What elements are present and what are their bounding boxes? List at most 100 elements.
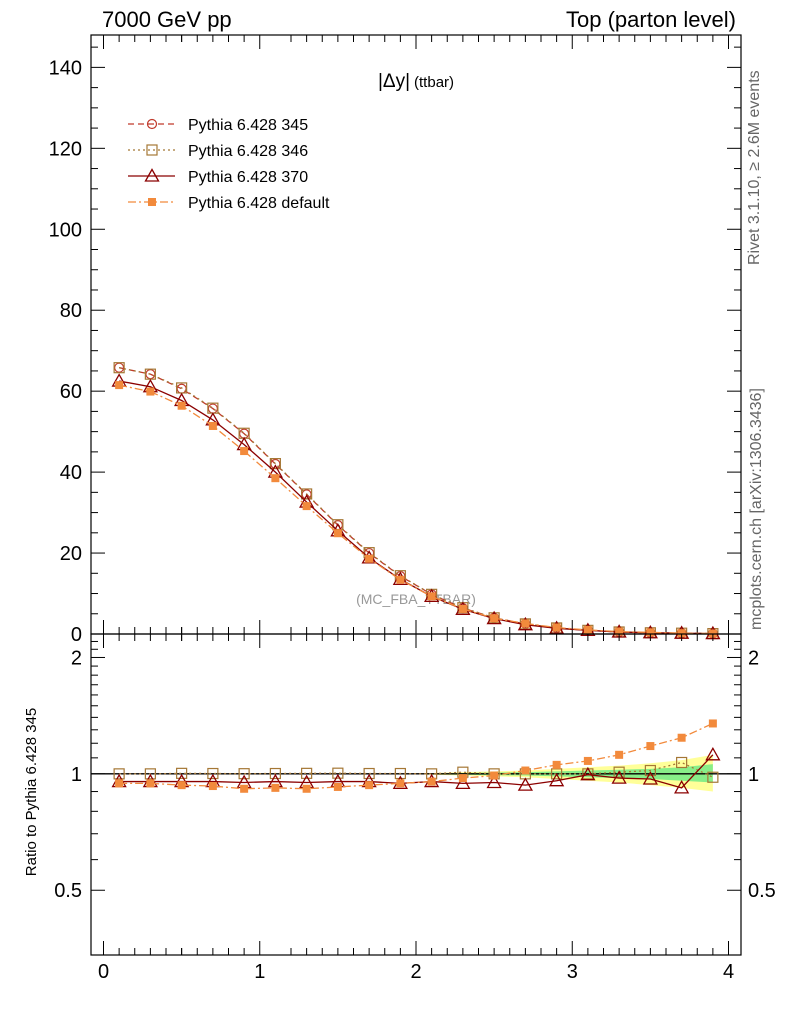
ratio-data-point (707, 771, 719, 783)
top-data-point (396, 575, 405, 584)
top-y-tick-label: 140 (49, 57, 82, 79)
x-tick-label: 3 (567, 961, 578, 983)
ratio-data-point (238, 768, 250, 780)
ratio-y-axis-label: Ratio to Pythia 6.428 345 (23, 708, 40, 876)
top-data-point (176, 383, 187, 394)
ratio-data-point (705, 747, 721, 761)
ratio-data-point (646, 742, 655, 751)
ratio-y-tick-label-right: 2 (748, 647, 759, 669)
ratio-data-point (521, 766, 530, 775)
ratio-series-line (119, 754, 714, 789)
x-tick-label: 1 (254, 961, 265, 983)
plot-title: |Δy| (ttbar) (378, 71, 454, 92)
ratio-data-point (490, 771, 499, 780)
legend-entry: Pythia 6.428 346 (188, 143, 308, 160)
ratio-data-point (517, 777, 533, 791)
ratio-data-point (396, 779, 405, 788)
top-y-tick-label: 120 (49, 138, 82, 160)
ratio-data-point (708, 719, 717, 728)
legend-marker (146, 144, 158, 156)
top-data-point (302, 502, 311, 511)
ratio-data-point (615, 750, 624, 759)
top-data-point (583, 625, 592, 634)
x-tick-label: 0 (98, 961, 109, 983)
top-data-point (208, 421, 217, 430)
header-left: 7000 GeV pp (102, 7, 232, 32)
ratio-series-line (119, 722, 714, 790)
top-y-tick-label: 40 (60, 462, 82, 484)
ratio-panel-frame (90, 633, 742, 956)
top-series-3 (115, 381, 717, 638)
ratio-data-point (113, 768, 125, 780)
ratio-data-point (207, 767, 219, 780)
ratio-data-point (455, 775, 471, 790)
ratio-data-point (271, 783, 280, 792)
top-y-tick-label: 60 (60, 381, 82, 403)
top-data-point (113, 362, 125, 374)
top-data-point (490, 614, 499, 623)
ratio-data-point (240, 784, 249, 793)
ratio-data-point (486, 774, 502, 789)
ratio-y-tick-label-right: 1 (748, 764, 759, 786)
ratio-y-tick-label: 2 (71, 647, 82, 669)
top-y-tick-label: 80 (60, 300, 82, 322)
ratio-series-line (119, 761, 714, 778)
ratio-series-2 (115, 719, 717, 793)
top-data-point (365, 554, 374, 563)
top-data-point (177, 401, 186, 410)
top-series-line (118, 384, 713, 635)
top-data-point (115, 381, 124, 390)
top-data-point (521, 619, 530, 628)
ratio-data-point (611, 770, 627, 784)
ratio-y-tick-label-right: 0.5 (748, 880, 776, 902)
ratio-y-tick-label: 1 (71, 764, 82, 786)
ratio-data-point (301, 767, 313, 779)
top-data-point (333, 529, 342, 538)
top-y-tick-label: 20 (60, 543, 82, 565)
ratio-data-point (580, 766, 596, 781)
ratio-data-point (302, 784, 311, 793)
ratio-data-point (677, 733, 686, 742)
legend-marker (146, 118, 158, 130)
ratio-data-point (115, 779, 124, 788)
top-data-point (271, 474, 280, 483)
top-data-point (427, 592, 436, 601)
legend-marker (148, 198, 156, 206)
top-data-point (240, 447, 249, 456)
top-data-point (458, 604, 467, 613)
ratio-data-point (552, 760, 561, 769)
legend: Pythia 6.428 345 Pythia 6.428 346 Pythia 6… (128, 117, 330, 212)
ratio-data-point (332, 767, 344, 779)
top-data-point (146, 387, 155, 396)
legend-entry: Pythia 6.428 345 (188, 117, 308, 134)
ratio-data-point (674, 780, 690, 794)
ratio-data-point (363, 767, 375, 780)
top-data-point (301, 488, 313, 500)
ratio-data-point (427, 777, 436, 786)
ratio-data-point (333, 782, 342, 791)
ratio-data-point (676, 756, 688, 769)
ratio-data-point (394, 767, 406, 780)
ratio-data-point (269, 767, 281, 780)
ratio-data-point (644, 764, 656, 777)
ratio-data-point (613, 766, 625, 778)
ratio-data-point (642, 771, 658, 785)
ratio-data-point (144, 768, 156, 780)
legend-marker (144, 168, 160, 182)
ratio-data-point (208, 782, 217, 791)
ratio-data-point (146, 779, 155, 788)
top-y-tick-label: 100 (49, 219, 82, 241)
ratio-y-tick-label: 0.5 (54, 880, 82, 902)
ratio-data-point (549, 772, 565, 787)
legend-entry: Pythia 6.428 default (188, 195, 330, 212)
ratio-data-point (583, 756, 592, 765)
top-y-tick-label: 0 (71, 624, 82, 646)
ratio-data-point (458, 774, 467, 783)
ratio-data-point (176, 767, 188, 779)
header-right: Top (parton level) (566, 7, 736, 32)
top-data-point (552, 623, 561, 632)
x-tick-label: 2 (410, 961, 421, 983)
top-data-point (269, 458, 281, 470)
x-tick-label: 4 (723, 961, 734, 983)
